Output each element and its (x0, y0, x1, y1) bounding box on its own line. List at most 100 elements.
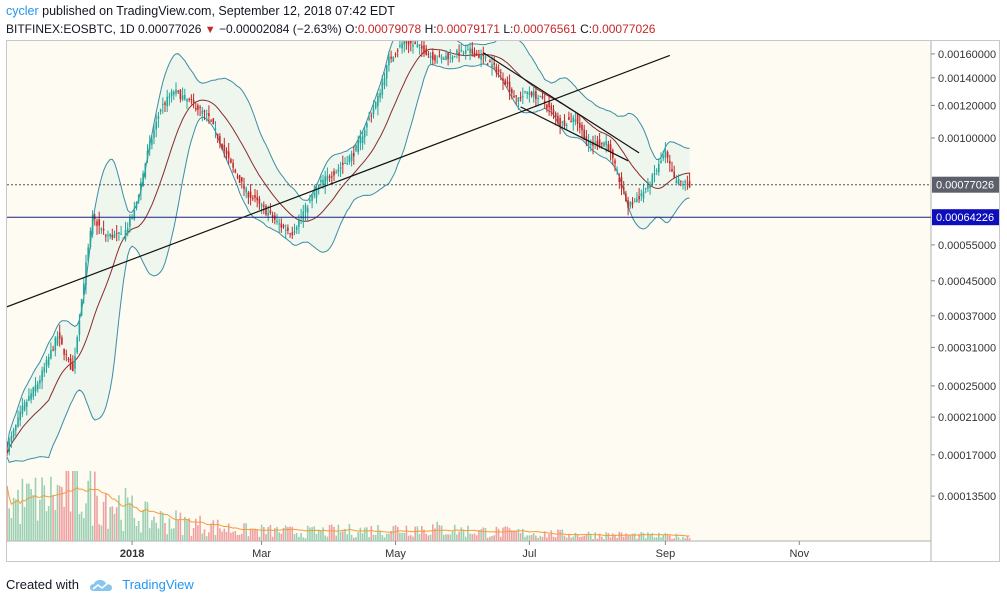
volume-bar (414, 526, 416, 541)
candle-body (50, 350, 52, 359)
candle-body (504, 80, 506, 85)
volume-bar (175, 510, 177, 541)
candle-body (537, 97, 539, 100)
tradingview-link[interactable]: TradingView (122, 577, 194, 592)
volume-bar (234, 531, 237, 541)
trendline (7, 54, 671, 308)
candle-body (366, 123, 368, 128)
candle-body (658, 163, 660, 173)
volume-bar (484, 528, 487, 541)
volume-bar (7, 486, 8, 541)
candle-body (655, 170, 658, 172)
volume-bar (195, 518, 197, 541)
candle-body (295, 227, 298, 230)
candle-body (596, 140, 599, 147)
candle-body (216, 133, 219, 139)
candle-body (532, 91, 535, 97)
candle-body (552, 109, 555, 114)
candle-body (304, 205, 307, 212)
volume-bar (475, 535, 478, 541)
volume-bar (109, 507, 111, 541)
volume-bar (58, 485, 61, 541)
symbol-label[interactable]: BITFINEX:EOSBTC, 1D (6, 22, 135, 36)
candle-body (519, 97, 522, 99)
candle-body (640, 193, 643, 196)
candle-body (302, 211, 305, 220)
volume-bar (216, 519, 219, 541)
volume-bar (317, 529, 320, 541)
volume-bar (570, 537, 572, 541)
candle-body (421, 45, 423, 49)
volume-bar (664, 533, 667, 541)
volume-bar (526, 535, 528, 541)
volume-bar (353, 537, 355, 541)
volume-bar (205, 536, 208, 541)
candle-body (173, 91, 175, 95)
volume-bar (280, 533, 283, 541)
chart-area[interactable]: 0.00077026 0.00064226 0.00160000 0.00140000… (6, 40, 1000, 562)
candles (7, 41, 691, 456)
candle-body (234, 169, 237, 173)
volume-bar (399, 532, 401, 541)
candle-body (541, 96, 544, 99)
volume-bar (412, 536, 414, 541)
candle-body (324, 176, 326, 186)
volume-bar (236, 535, 239, 541)
volume-bar (673, 538, 675, 541)
volume-bar (98, 524, 100, 541)
candle-body (10, 436, 13, 442)
volume-bar (263, 527, 265, 541)
volume-bar (686, 535, 689, 541)
candle-body (649, 185, 651, 188)
candle-body (26, 401, 28, 407)
candle-body (618, 177, 621, 182)
volume-bar (39, 499, 41, 541)
volume-bar (554, 537, 557, 541)
candle-body (576, 113, 579, 124)
volume-bar (568, 534, 570, 541)
volume-bar (15, 499, 17, 541)
candle-body (313, 193, 316, 196)
candle-body (30, 393, 32, 400)
trendline (482, 52, 640, 154)
volume-bar (197, 525, 199, 541)
candle-body (54, 338, 57, 351)
volume-bar (168, 518, 171, 541)
volume-bar (543, 531, 546, 541)
candle-body (208, 113, 210, 117)
candle-body (212, 118, 215, 124)
candle-body (357, 139, 359, 153)
volume-bar (379, 530, 381, 541)
price-chart[interactable]: 0.00077026 0.00064226 0.00160000 0.00140000… (7, 41, 1000, 562)
volume-bar (148, 528, 151, 541)
candle-body (528, 91, 531, 95)
volume-bar (221, 531, 223, 541)
candle-body (306, 207, 309, 213)
low-label: L: (503, 22, 514, 36)
volume-bar (581, 536, 583, 541)
volume-bar (666, 534, 669, 541)
candle-body (353, 152, 355, 157)
candle-body (671, 169, 673, 172)
open-value: 0.00079078 (357, 22, 422, 36)
candle-body (113, 234, 116, 238)
y-tick-label: 0.00037000 (938, 311, 996, 323)
x-tick-label: May (385, 548, 406, 560)
candle-body (120, 233, 122, 235)
y-tick-label: 0.00021000 (938, 412, 996, 424)
volume-bar (633, 533, 636, 541)
candle-body (374, 102, 377, 109)
candle-body (684, 181, 686, 183)
candle-body (249, 191, 252, 198)
author-link[interactable]: cycler (6, 4, 39, 18)
volume-bar (289, 526, 291, 541)
volume-bar (388, 533, 390, 541)
volume-bar (550, 530, 553, 541)
candle-body (144, 163, 147, 178)
volume-bar (649, 534, 651, 541)
volume-bar (199, 515, 201, 541)
candle-body (513, 95, 515, 98)
volume-bar (660, 537, 662, 541)
volume-bar (574, 532, 577, 541)
candle-body (688, 181, 691, 188)
